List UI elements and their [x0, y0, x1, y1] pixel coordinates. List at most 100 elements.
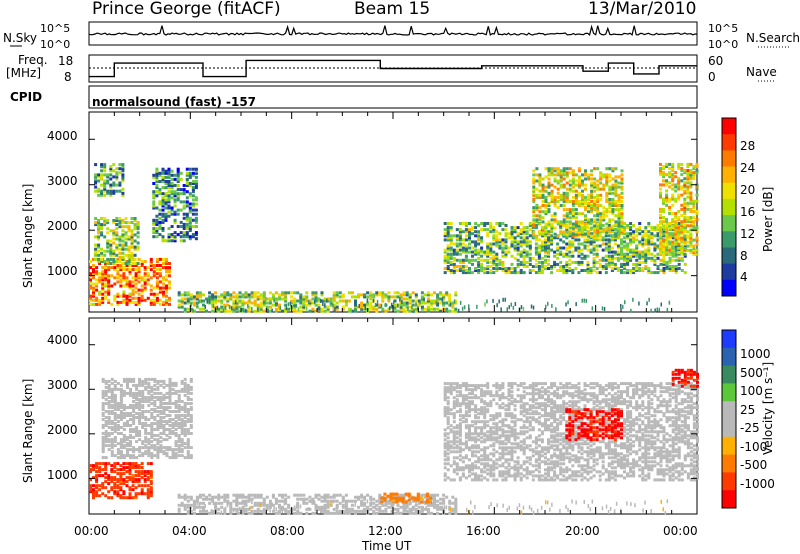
- power-cell: [614, 214, 618, 218]
- power-cell: [430, 293, 433, 297]
- velocity-cell: [149, 474, 153, 478]
- velocity-cell: [171, 448, 175, 452]
- velocity-cell: [95, 492, 99, 496]
- power-cell: [179, 177, 183, 181]
- power-cell: [577, 228, 581, 232]
- velocity-cell: [119, 442, 123, 446]
- power-cell: [165, 270, 168, 274]
- power-cell: [188, 220, 192, 224]
- power-cell: [620, 246, 623, 250]
- power-cell: [143, 298, 147, 302]
- power-cell: [188, 192, 192, 196]
- power-cell: [360, 293, 364, 297]
- power-cell: [399, 297, 401, 302]
- velocity-cell: [150, 398, 154, 401]
- power-cell: [329, 303, 333, 307]
- power-cell: [556, 234, 560, 238]
- velocity-cell: [302, 497, 306, 501]
- velocity-cell: [183, 406, 187, 409]
- power-cell: [599, 171, 603, 175]
- velocity-cell: [159, 448, 163, 452]
- power-cell: [408, 301, 412, 305]
- velocity-cell: [129, 379, 132, 383]
- velocity-cell: [159, 412, 163, 415]
- power-cell: [408, 293, 412, 297]
- power-cell: [581, 183, 584, 187]
- power-cell: [474, 244, 478, 248]
- power-cell: [89, 302, 92, 306]
- velocity-cell: [410, 496, 414, 500]
- velocity-cell: [162, 385, 166, 389]
- velocity-cell: [134, 470, 138, 474]
- power-cell: [232, 305, 236, 309]
- velocity-cell: [101, 377, 105, 381]
- power-cell: [599, 173, 603, 177]
- velocity-cell: [395, 500, 399, 504]
- power-cell: [556, 246, 560, 250]
- velocity-cell: [443, 478, 447, 482]
- power-cell: [541, 183, 545, 187]
- velocity-cell: [256, 495, 260, 499]
- power-cell: [544, 224, 548, 228]
- power-cell: [323, 297, 327, 301]
- power-cell: [574, 246, 578, 250]
- power-cell: [165, 262, 168, 265]
- power-cell: [571, 234, 575, 238]
- power-cell: [540, 234, 544, 238]
- power-cell: [189, 307, 193, 311]
- velocity-cell: [104, 416, 108, 419]
- power-cell: [659, 234, 662, 238]
- power-cell: [665, 203, 669, 207]
- power-cell: [513, 236, 517, 240]
- power-cell: [535, 167, 539, 171]
- velocity-cell: [284, 497, 288, 501]
- velocity-cell: [147, 438, 151, 442]
- power-cell: [544, 197, 548, 201]
- power-cell: [584, 206, 587, 210]
- power-cell: [393, 307, 397, 311]
- power-cell: [155, 206, 159, 210]
- velocity-cell: [186, 450, 190, 454]
- power-cell: [534, 271, 538, 275]
- power-cell: [683, 185, 687, 189]
- velocity-cell: [419, 500, 423, 504]
- power-cell: [665, 234, 669, 238]
- power-cell: [206, 299, 208, 304]
- power-cell: [158, 264, 162, 267]
- power-cell: [128, 292, 132, 296]
- power-cell: [617, 216, 621, 220]
- power-cell: [602, 218, 606, 222]
- power-cell: [101, 296, 105, 300]
- velocity-cell: [183, 414, 187, 417]
- power-cell: [513, 267, 517, 270]
- velocity-cell: [389, 492, 393, 496]
- velocity-cell: [183, 402, 187, 405]
- power-cell: [650, 228, 654, 232]
- velocity-cell: [162, 452, 166, 456]
- velocity-cell: [433, 505, 436, 509]
- velocity-cell: [186, 440, 190, 444]
- velocity-cell: [104, 391, 108, 395]
- velocity-cell: [384, 509, 388, 513]
- velocity-cell: [162, 379, 166, 383]
- power-cell: [188, 225, 192, 228]
- power-cell: [692, 226, 696, 230]
- power-cell: [522, 256, 526, 260]
- power-cell: [629, 254, 633, 258]
- power-cell: [104, 262, 108, 265]
- power-cell: [608, 210, 612, 214]
- power-cell: [461, 246, 465, 250]
- power-cell: [541, 177, 545, 181]
- power-cell: [116, 272, 120, 276]
- power-cell: [593, 224, 597, 228]
- power-cell: [553, 226, 557, 230]
- power-cell: [498, 246, 502, 250]
- power-cell: [179, 200, 183, 204]
- power-cell: [235, 305, 239, 309]
- velocity-cell: [253, 493, 257, 497]
- velocity-cell: [350, 499, 354, 503]
- power-cell: [571, 232, 575, 236]
- velocity-cell: [226, 499, 230, 503]
- power-cell: [586, 238, 590, 242]
- velocity-cell: [107, 406, 111, 409]
